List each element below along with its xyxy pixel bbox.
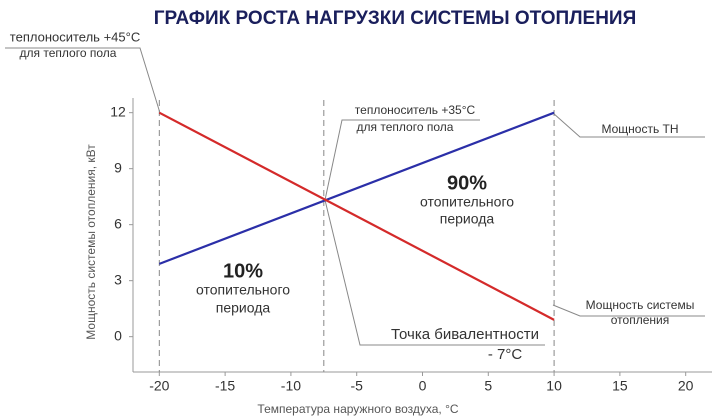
- annotation: для теплого пола: [357, 120, 454, 134]
- x-tick-label: 15: [612, 378, 628, 394]
- series-line: [158, 111, 555, 265]
- y-tick-label: 3: [114, 271, 122, 287]
- legend-label: Мощность системы отопления: [585, 298, 695, 327]
- annotation: 10%: [223, 260, 263, 282]
- y-tick-label: 12: [110, 103, 126, 119]
- x-tick-label: -5: [350, 378, 363, 394]
- x-tick-label: 20: [678, 378, 694, 394]
- y-tick-label: 9: [114, 159, 122, 175]
- annotation: для теплого пола: [20, 46, 117, 60]
- leader-line: [552, 304, 705, 317]
- x-tick-label: -20: [149, 378, 169, 394]
- y-axis-label: Мощность системы отопления, кВт: [84, 144, 98, 340]
- annotation: Точка бивалентности: [391, 326, 539, 343]
- y-tick-label: 6: [114, 215, 122, 231]
- annotation: периода: [440, 211, 495, 227]
- leader-line: [324, 199, 545, 346]
- annotation: периода: [216, 300, 271, 316]
- legend-label: Мощность ТН: [601, 122, 678, 136]
- annotation: отопительного: [196, 282, 290, 298]
- series-line: [158, 111, 555, 321]
- leader-line: [5, 47, 161, 114]
- x-tick-label: -15: [215, 378, 235, 394]
- chart-title: ГРАФИК РОСТА НАГРУЗКИ СИСТЕМЫ ОТОПЛЕНИЯ: [154, 8, 637, 29]
- x-tick-label: 0: [419, 378, 427, 394]
- y-tick-label: 0: [114, 327, 122, 343]
- x-tick-label: 5: [484, 378, 492, 394]
- x-tick-label: 10: [546, 378, 562, 394]
- x-tick-label: -10: [281, 378, 301, 394]
- legend-label-box: Мощность системы отопления: [585, 298, 695, 327]
- annotation: 90%: [447, 172, 487, 194]
- annotation: - 7°С: [488, 346, 523, 363]
- leader-line: [324, 119, 480, 201]
- annotation: теплоноситель +45°С: [10, 29, 140, 44]
- leader-line: [552, 112, 705, 138]
- annotation: отопительного: [420, 194, 514, 210]
- x-axis-label: Температура наружного воздуха, °С: [257, 402, 458, 416]
- annotation: теплоноситель +35°С: [355, 103, 476, 117]
